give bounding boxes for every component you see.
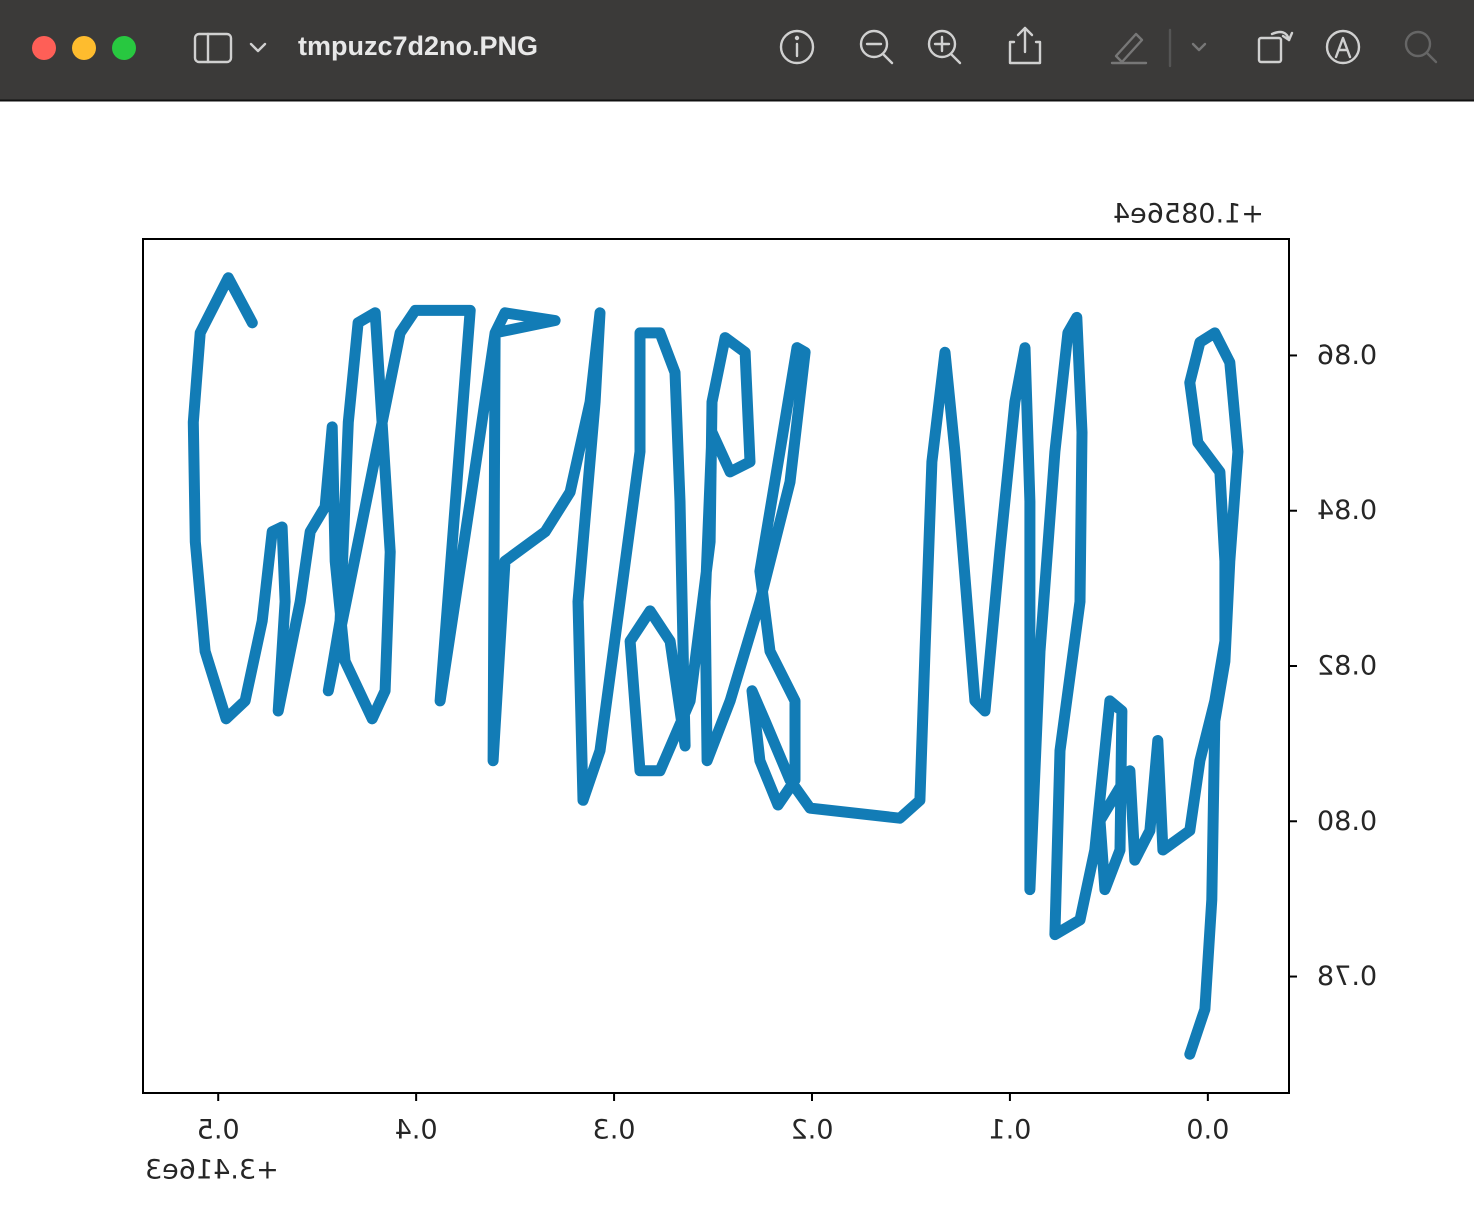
share-button[interactable] [1008, 26, 1042, 65]
y-tick-label: 0.80 [1317, 806, 1377, 837]
x-tick-label: 0.0 [1186, 1115, 1229, 1146]
minimize-button[interactable] [72, 36, 96, 60]
x-tick-label: 0.5 [197, 1115, 240, 1146]
x-tick-label: 0.3 [593, 1115, 636, 1146]
x-tick-label: 0.1 [988, 1115, 1031, 1146]
close-button[interactable] [32, 36, 56, 60]
y-tick-label: 0.86 [1317, 340, 1377, 371]
rotate-button[interactable] [1257, 30, 1294, 64]
y-offset-label: +1.0856e4 [1113, 199, 1264, 230]
y-tick-label: 0.84 [1317, 495, 1377, 526]
y-tick-label: 0.82 [1317, 651, 1377, 682]
markup-button[interactable] [1110, 28, 1207, 68]
zoom-in-button[interactable] [927, 29, 962, 65]
x-tick-label: 0.2 [791, 1115, 834, 1146]
info-button[interactable] [779, 29, 815, 65]
annotate-button[interactable] [1325, 29, 1361, 65]
window-title: tmpuzc7d2no.PNG [298, 31, 538, 61]
zoom-out-button[interactable] [859, 29, 894, 65]
title-bar [0, 0, 1474, 100]
sidebar-toggle[interactable] [193, 32, 267, 64]
x-offset-label: +3.416e3 [145, 1155, 279, 1186]
chart: 0.0 0.1 0.2 0.3 0.4 0.5 0.78 0.80 0.82 0.84 0.86 +1… [142, 199, 1377, 1186]
y-tick-label: 0.78 [1317, 961, 1377, 992]
search-button[interactable] [1404, 30, 1438, 64]
stroke-line [187, 272, 1244, 1060]
x-tick-label: 0.4 [395, 1115, 438, 1146]
zoom-button[interactable] [112, 36, 136, 60]
